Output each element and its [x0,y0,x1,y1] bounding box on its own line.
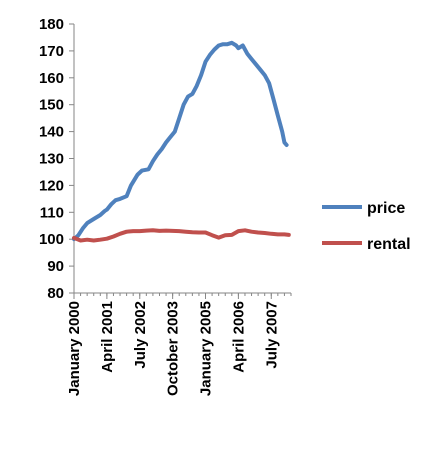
y-tick-label: 90 [47,258,64,275]
y-tick-label: 80 [47,285,64,302]
y-tick-label: 180 [39,16,64,33]
x-tick-label: January 2000 [66,301,83,396]
series-line-rental [72,228,291,243]
x-tick-label: October 2003 [165,301,182,396]
y-tick-label: 140 [39,124,64,141]
legend-label-price: price [367,200,405,217]
series-lines [72,40,291,243]
legend-label-rental: rental [367,236,411,253]
x-axis: January 2000 April 2001 July 2002 October 2… [66,292,292,396]
y-tick-label: 160 [39,70,64,87]
y-tick-label: 170 [39,43,64,60]
x-tick-label: April 2001 [99,301,116,373]
y-tick-label: 110 [40,204,64,221]
legend: price rental [322,200,411,253]
series-line-price [72,40,289,242]
y-axis: 80 90 100 110 120 130 140 150 160 170 180 [39,16,75,302]
y-tick-label: 100 [39,231,64,248]
x-tick-label: April 2006 [230,301,247,373]
x-tick-label: July 2002 [132,301,149,369]
y-tick-label: 130 [39,151,64,168]
y-tick-label: 150 [39,97,64,114]
x-tick-label: July 2007 [263,301,280,369]
y-tick-label: 120 [39,177,64,194]
x-tick-label: January 2005 [198,301,215,396]
